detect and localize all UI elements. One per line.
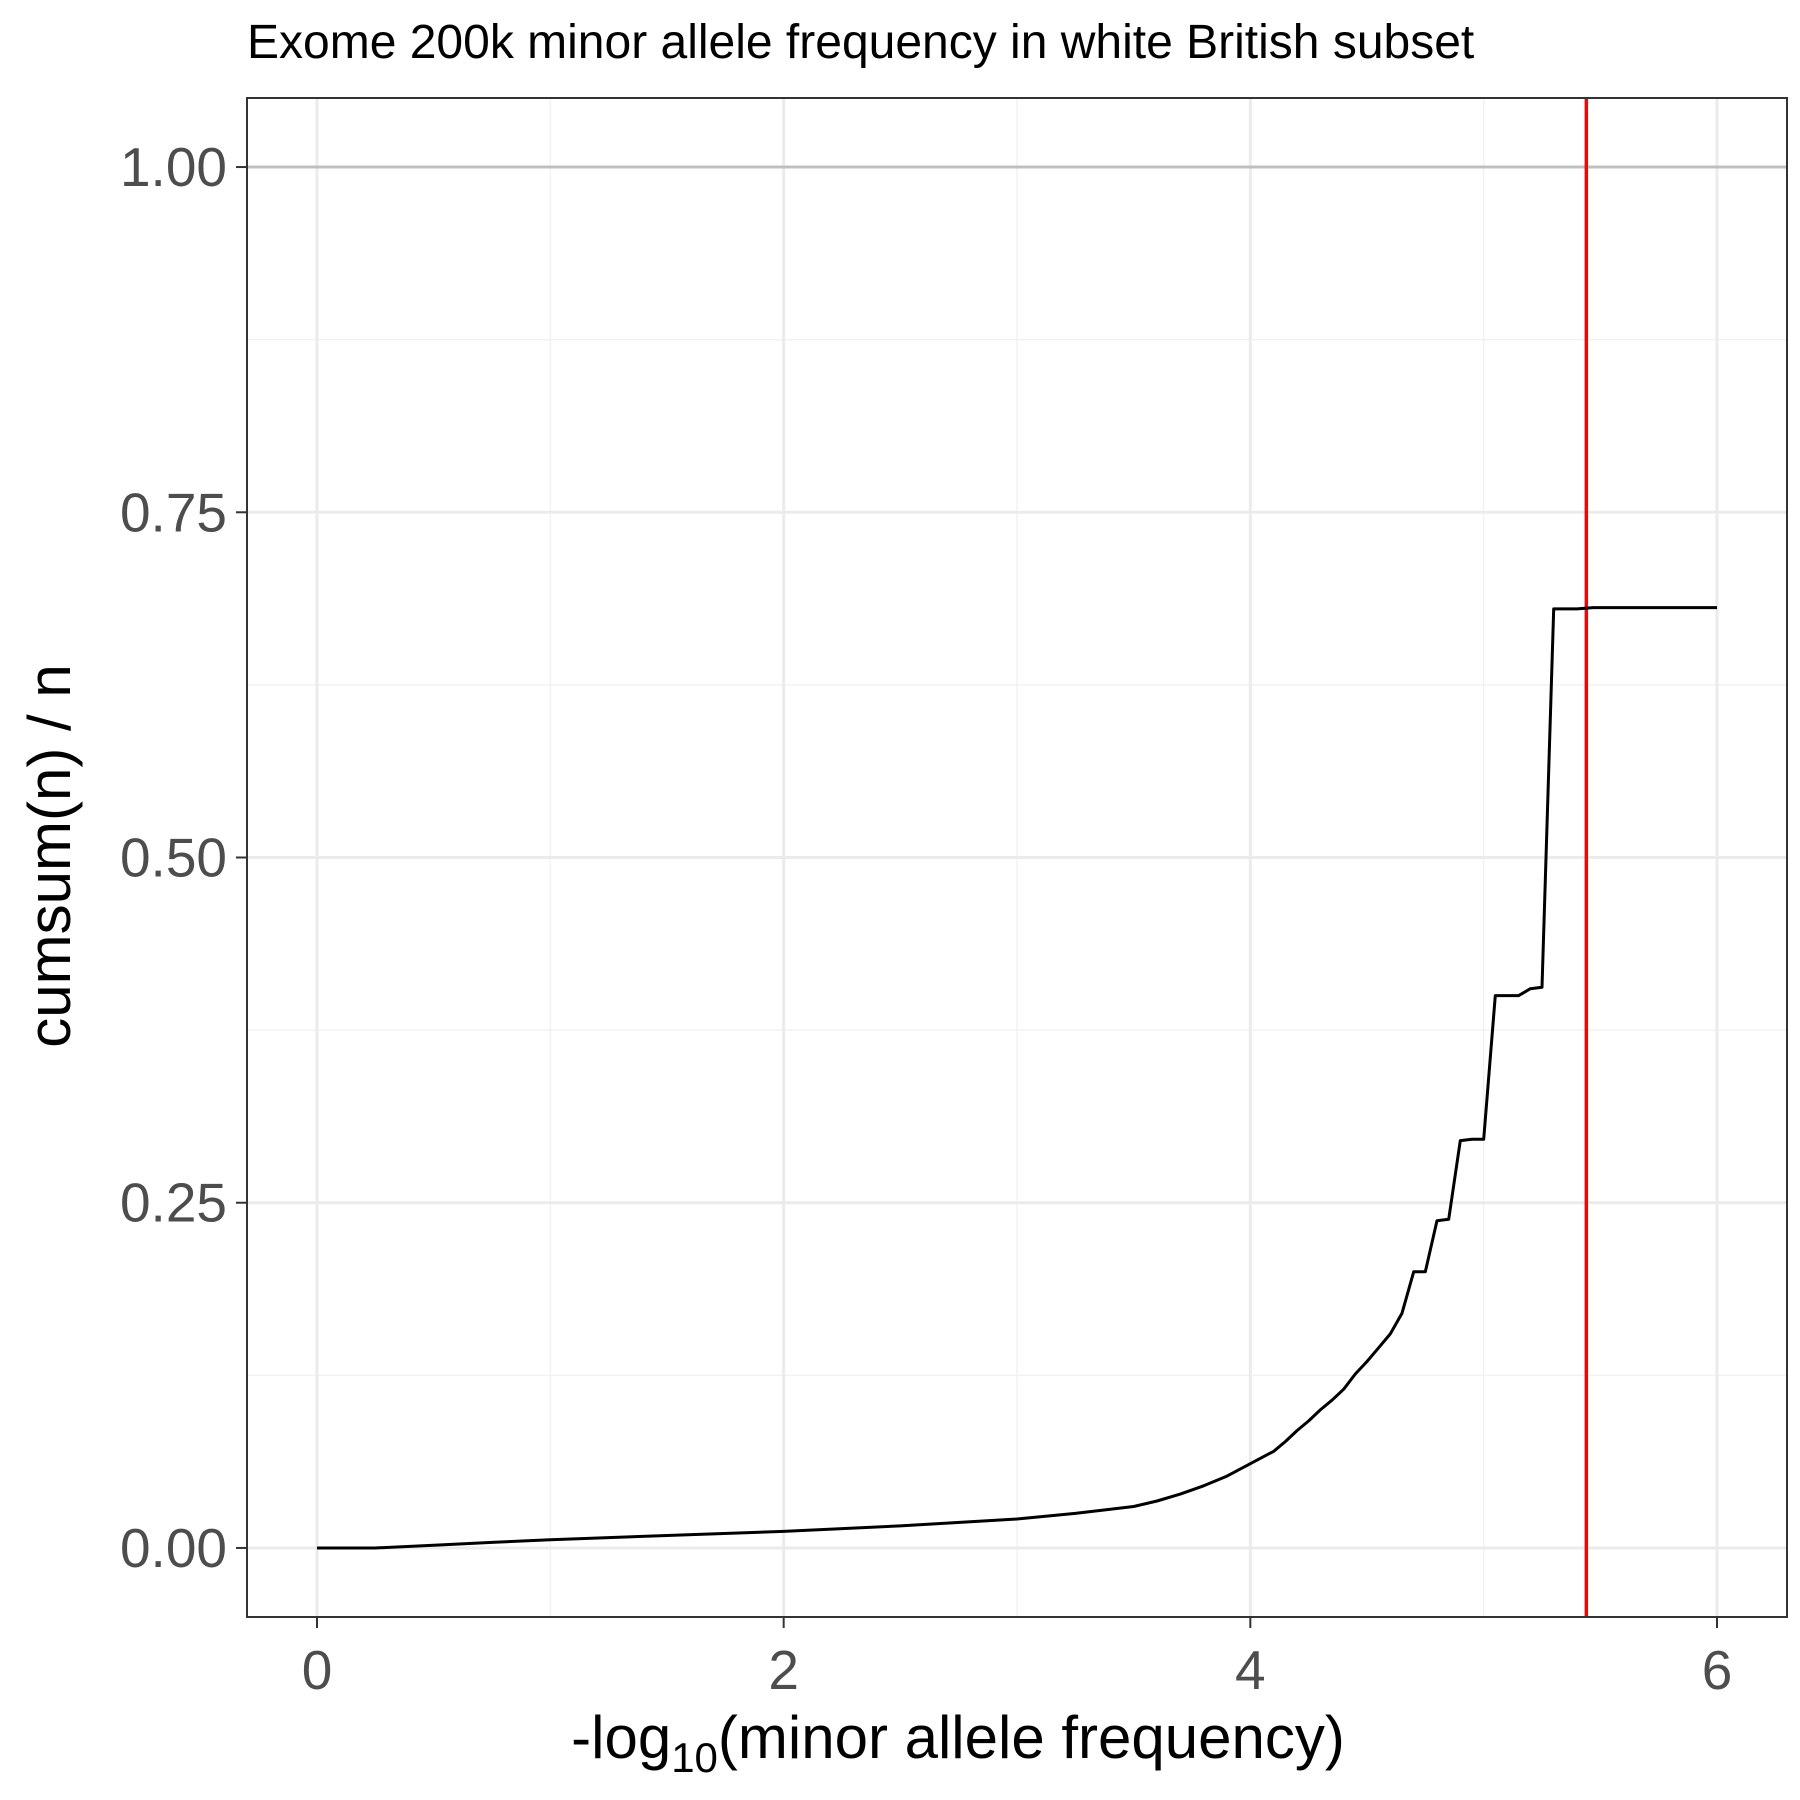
- x-axis-title-prefix: -log: [571, 1704, 671, 1771]
- y-axis-title: cumsum(n) / n: [16, 664, 83, 1047]
- x-tick-label: 2: [768, 1639, 799, 1701]
- grid: [247, 98, 1787, 1617]
- series-layer: [317, 606, 1717, 1550]
- x-axis-title-suffix: (minor allele frequency): [718, 1704, 1345, 1771]
- x-tick-label: 6: [1702, 1639, 1733, 1701]
- y-tick-label: 0.00: [120, 1517, 227, 1579]
- reference-lines: [247, 98, 1787, 1617]
- tick-labels: 0 2 4 6 0.00 0.25 0.50 0.75 1.00: [120, 136, 1732, 1701]
- y-tick-label: 0.50: [120, 827, 227, 889]
- x-tick-label: 4: [1235, 1639, 1266, 1701]
- y-tick-label: 0.25: [120, 1172, 227, 1234]
- y-tick-label: 0.75: [120, 481, 227, 543]
- y-tick-label: 1.00: [120, 136, 227, 198]
- x-axis-title-subscript: 10: [671, 1734, 718, 1781]
- chart-title: Exome 200k minor allele frequency in whi…: [247, 16, 1474, 69]
- x-axis-title: -log10(minor allele frequency): [571, 1704, 1345, 1781]
- axis-ticks: [236, 166, 1718, 1628]
- x-tick-label: 0: [302, 1639, 333, 1701]
- cumulative-line: [317, 606, 1717, 1550]
